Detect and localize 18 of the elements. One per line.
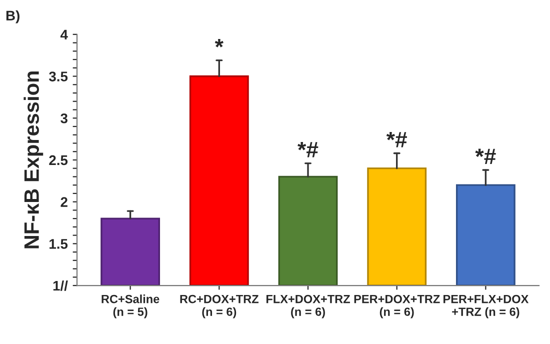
x-tick-label: RC+DOX+TRZ (n = 6): [180, 294, 258, 318]
y-tick-label: 1//: [53, 280, 68, 291]
annotation: *#: [298, 142, 318, 158]
x-tick-label: RC+Saline (n = 5): [102, 294, 160, 318]
y-axis-title: NF-κB Expression: [24, 72, 44, 248]
y-tick-label: 4: [60, 30, 68, 40]
x-tick-label: PER+DOX+TRZ (n = 6): [354, 294, 440, 318]
y-tick-label: 2: [60, 197, 68, 207]
chart-title: B): [6, 10, 20, 24]
annotation: *#: [475, 148, 496, 164]
x-tick-label: PER+FLX+DOX +TRZ (n = 6): [444, 294, 529, 318]
x-tick-label: FLX+DOX+TRZ (n = 6): [266, 294, 350, 318]
annotation: *#: [386, 132, 407, 148]
y-tick-label: 2.5: [49, 155, 68, 166]
y-tick-label: 3.5: [48, 72, 68, 82]
annotation: *: [214, 39, 224, 48]
y-tick-label: 3: [60, 113, 68, 124]
y-tick-label: 1.5: [50, 239, 68, 249]
